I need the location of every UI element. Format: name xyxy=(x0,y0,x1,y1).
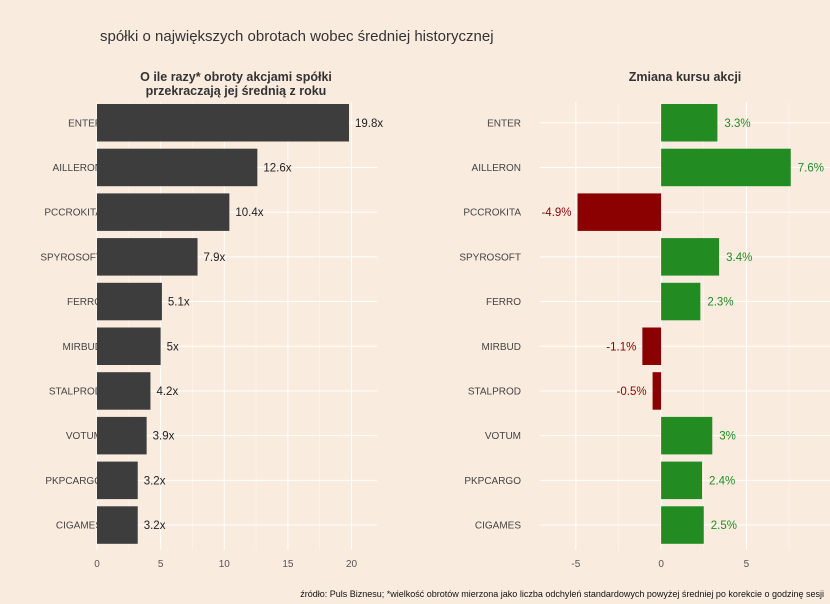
panel-title-line: Zmiana kursu akcji xyxy=(629,70,742,84)
bar xyxy=(661,148,791,187)
category-label: PKPCARGO xyxy=(45,476,102,487)
category-label: ENTER xyxy=(487,118,521,129)
x-tick-label: 15 xyxy=(282,559,294,570)
data-label: 2.5% xyxy=(711,520,737,532)
category-label: VOTUM xyxy=(66,431,102,442)
data-label: 5x xyxy=(167,341,179,353)
category-label: PKPCARGO xyxy=(464,476,521,487)
x-tick-label: 20 xyxy=(346,559,358,570)
bar xyxy=(97,327,161,365)
panel-price-change: Zmiana kursu akcji -5 0 5 ENTER 3.3% AILLERON 7… xyxy=(459,70,830,570)
panel-title-line: przekraczają jej średnią z roku xyxy=(146,84,327,98)
bar xyxy=(661,282,701,321)
bar xyxy=(661,416,713,455)
category-label: MIRBUD xyxy=(482,342,521,353)
bar xyxy=(577,193,662,231)
panel-turnover: O ile razy* obroty akcjami spółkiprzekra… xyxy=(40,70,383,570)
category-label: CIGAMES xyxy=(475,521,521,532)
bar xyxy=(97,104,349,142)
data-label: -1.1% xyxy=(606,341,636,353)
data-label: 7.9x xyxy=(204,252,226,264)
x-tick-label: 0 xyxy=(94,559,100,570)
category-label: PCCROKITA xyxy=(463,208,521,219)
data-label: -4.9% xyxy=(541,207,571,219)
chart-caption: źródło: Puls Biznesu; *wielkość obrotów … xyxy=(300,589,824,599)
data-label: 12.6x xyxy=(263,162,291,174)
x-tick-label: 0 xyxy=(658,559,664,570)
x-tick-label: 5 xyxy=(158,559,164,570)
bar xyxy=(642,327,662,365)
data-label: 3.9x xyxy=(153,431,175,443)
data-label: 5.1x xyxy=(168,297,190,309)
bar xyxy=(652,372,662,410)
category-label: PCCROKITA xyxy=(44,208,102,219)
category-label: AILLERON xyxy=(472,163,521,174)
data-label: 3% xyxy=(719,431,736,443)
data-label: 7.6% xyxy=(798,162,824,174)
data-label: 3.4% xyxy=(726,252,752,264)
bar xyxy=(661,104,718,142)
category-label: STALPROD xyxy=(468,386,521,397)
category-label: CIGAMES xyxy=(56,521,102,532)
category-label: SPYROSOFT xyxy=(40,252,102,263)
bar xyxy=(97,148,258,187)
category-label: AILLERON xyxy=(53,163,102,174)
data-label: 19.8x xyxy=(355,118,383,130)
bar xyxy=(97,416,147,455)
category-label: STALPROD xyxy=(49,386,102,397)
data-label: 3.3% xyxy=(724,118,750,130)
bar xyxy=(97,506,138,544)
bar xyxy=(97,282,162,321)
data-label: -0.5% xyxy=(617,386,647,398)
bar xyxy=(97,461,138,500)
data-label: 3.2x xyxy=(144,475,166,487)
x-tick-label: -5 xyxy=(571,559,580,570)
bar xyxy=(661,461,703,500)
data-label: 2.3% xyxy=(707,297,733,309)
bar xyxy=(97,193,230,231)
category-label: ENTER xyxy=(68,118,102,129)
x-tick-label: 10 xyxy=(219,559,231,570)
category-label: VOTUM xyxy=(485,431,521,442)
x-tick-label: 5 xyxy=(744,559,750,570)
bar xyxy=(661,238,720,276)
data-label: 3.2x xyxy=(144,520,166,532)
chart-title: spółki o największych obrotach wobec śre… xyxy=(100,28,494,45)
data-label: 2.4% xyxy=(709,475,735,487)
bar xyxy=(97,372,151,410)
category-label: FERRO xyxy=(67,297,102,308)
panel-title-line: O ile razy* obroty akcjami spółki xyxy=(140,70,332,84)
bar xyxy=(661,506,704,544)
data-label: 10.4x xyxy=(235,207,263,219)
category-label: MIRBUD xyxy=(63,342,102,353)
category-label: SPYROSOFT xyxy=(459,252,521,263)
data-label: 4.2x xyxy=(156,386,178,398)
bar xyxy=(97,238,198,276)
category-label: FERRO xyxy=(486,297,521,308)
